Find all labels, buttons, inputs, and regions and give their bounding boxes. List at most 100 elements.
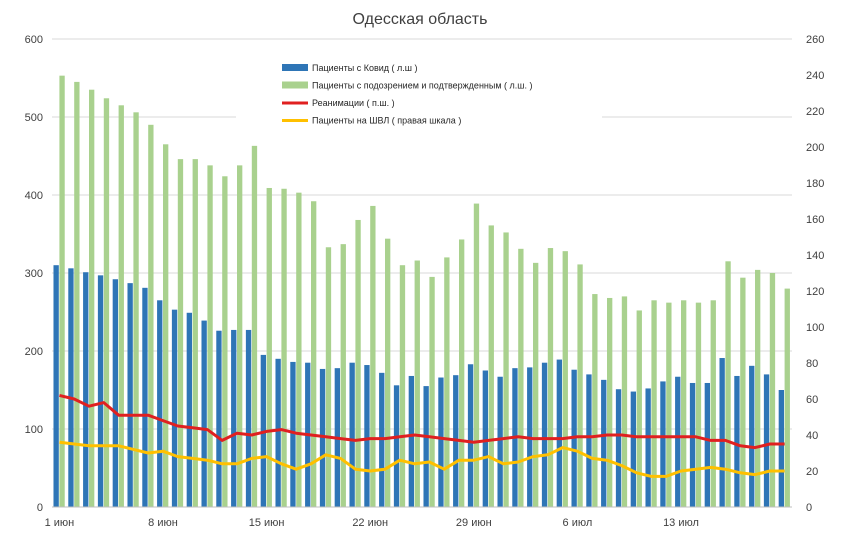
bar-covid	[734, 375, 740, 507]
bar-suspected	[74, 81, 80, 508]
bar-suspected	[192, 159, 198, 507]
bar-suspected	[222, 176, 228, 507]
bar-covid	[201, 320, 207, 507]
bar-suspected	[148, 124, 154, 508]
bar-covid	[290, 361, 296, 507]
bar-suspected	[281, 188, 287, 507]
y-right-tick-label: 120	[806, 286, 824, 298]
x-tick-label: 15 июн	[249, 517, 285, 529]
bar-suspected	[488, 225, 494, 508]
legend-label: Пациенты с Ковид ( л.ш )	[312, 63, 418, 73]
chart-title: Одесская область	[353, 11, 488, 28]
bar-covid	[423, 386, 429, 507]
bar-covid	[157, 300, 163, 507]
bar-suspected	[311, 201, 317, 508]
bar-covid	[541, 362, 548, 507]
bar-covid	[778, 390, 785, 507]
x-axis: 1 июн 8 июн 15 июн 22 июн 29 июн 6 июл 13 июл	[45, 506, 792, 529]
bar-suspected	[118, 105, 124, 508]
y-right-tick-label: 0	[806, 502, 812, 514]
y-right-tick-label: 220	[806, 106, 824, 118]
y-left-tick-label: 0	[37, 502, 43, 514]
bar-covid	[438, 377, 444, 507]
bar-covid	[53, 265, 59, 507]
bar-suspected	[325, 247, 332, 507]
bar-suspected	[651, 300, 657, 507]
bar-covid	[349, 362, 355, 507]
bar-suspected	[103, 98, 110, 507]
bar-covid	[615, 389, 622, 507]
y-right-tick-label: 140	[806, 250, 824, 262]
bar-covid	[231, 329, 237, 507]
bar-suspected	[518, 248, 524, 507]
bar-suspected	[755, 269, 761, 507]
bar-suspected	[355, 219, 361, 507]
y-right-tick-label: 20	[806, 466, 818, 478]
line-icu	[59, 393, 785, 450]
y-right-tick-label: 240	[806, 70, 824, 82]
bar-suspected	[473, 203, 480, 507]
bar-suspected	[266, 187, 272, 508]
bar-suspected	[666, 302, 672, 507]
legend-swatch-bar	[282, 64, 308, 71]
bar-covid	[186, 312, 193, 507]
y-right-tick-label: 260	[806, 34, 824, 46]
bar-covid	[408, 375, 415, 507]
bar-covid	[83, 272, 89, 507]
legend-swatch-bar	[282, 81, 308, 89]
bar-covid	[749, 365, 755, 507]
right-axis: 0 20 40 60 80 100 120 140 160 180 200 220 240 260	[806, 34, 824, 514]
bar-suspected	[89, 89, 95, 507]
bar-suspected	[429, 276, 435, 507]
bar-suspected	[177, 159, 184, 507]
y-left-tick-label: 300	[25, 268, 43, 280]
x-tick-label: 29 июн	[456, 517, 492, 529]
bar-covid	[319, 368, 326, 507]
bar-covid	[586, 374, 592, 507]
bar-suspected	[681, 300, 687, 507]
bar-suspected	[562, 251, 568, 507]
bar-covid	[660, 381, 666, 507]
y-left-tick-label: 400	[25, 190, 43, 202]
bar-suspected	[725, 261, 731, 507]
x-tick-label: 6 июл	[563, 517, 593, 529]
bar-suspected	[414, 260, 420, 507]
bar-covid	[275, 358, 281, 507]
y-right-tick-label: 40	[806, 430, 818, 442]
bar-covid	[719, 358, 725, 507]
bar-suspected	[621, 296, 628, 507]
bar-covid	[556, 359, 563, 507]
bar-covid	[763, 374, 770, 507]
bar-covid	[127, 283, 133, 507]
y-right-tick-label: 160	[806, 214, 824, 226]
bar-covid	[364, 365, 370, 507]
x-tick-label: 22 июн	[352, 517, 388, 529]
y-left-tick-label: 100	[25, 424, 43, 436]
y-right-tick-label: 60	[806, 394, 818, 406]
bar-covid	[630, 391, 637, 507]
left-axis: 0 100 200 300 400 500 600	[25, 34, 43, 514]
bar-covid	[112, 279, 119, 507]
bar-suspected	[385, 238, 391, 507]
bar-suspected	[459, 239, 465, 507]
y-left-tick-label: 600	[25, 34, 43, 46]
y-right-tick-label: 80	[806, 358, 818, 370]
bar-covid	[245, 329, 252, 507]
bar-suspected	[340, 244, 346, 507]
bar-suspected	[251, 145, 258, 508]
bar-suspected	[710, 300, 716, 507]
bar-suspected	[533, 262, 539, 507]
legend: Пациенты с Ковид ( л.ш ) Пациенты с подоз…	[236, 56, 602, 132]
bar-series	[53, 75, 790, 508]
bar-suspected	[207, 165, 213, 508]
bar-covid	[171, 309, 178, 507]
bar-suspected	[769, 273, 776, 507]
bar-covid	[482, 370, 489, 507]
x-tick-label: 13 июл	[663, 517, 699, 529]
legend-label: Пациенты на ШВЛ ( правая шкала )	[312, 116, 461, 126]
bar-suspected	[370, 205, 376, 508]
y-left-tick-label: 500	[25, 112, 43, 124]
bar-suspected	[547, 248, 554, 508]
bar-suspected	[503, 232, 509, 507]
bar-covid	[68, 268, 74, 507]
